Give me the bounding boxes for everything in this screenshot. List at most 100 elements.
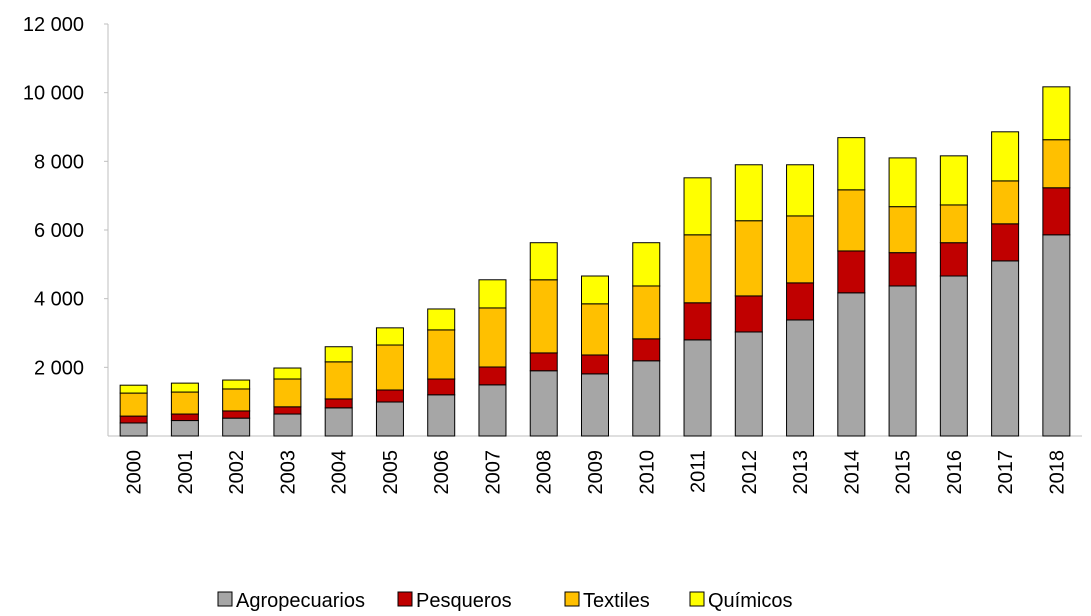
bar-segment [632,285,661,340]
x-tick-label: 2001 [175,450,197,495]
x-tick-label: 2016 [944,450,966,495]
legend-label: Pesqueros [416,590,512,611]
bar-segment [888,157,917,208]
bar-segment [683,302,712,341]
bar-segment [734,331,763,437]
bar-segment [837,250,866,294]
bar-segment [427,329,456,380]
bar-segment [632,242,661,287]
x-tick-label: 2009 [585,450,607,495]
bar-segment [324,361,353,400]
bar-segment [786,215,815,284]
y-tick-label: 6 000 [34,220,84,242]
bar-segment [222,379,251,390]
bar-segment [170,391,199,415]
bar-segment [581,303,609,356]
bar-segment [991,131,1020,182]
bar-segment [939,155,968,206]
bar-segment [529,352,558,372]
bar-segment [991,223,1020,262]
bar-segment [273,367,302,380]
bar-segment [273,413,302,437]
x-tick-label: 2017 [995,450,1017,495]
legend-label: Textiles [583,590,650,611]
legend-swatch [217,591,233,607]
bar-segment [375,344,404,391]
bar-segment [837,137,866,191]
bar-segment [1042,86,1071,141]
bar-segment [786,164,815,217]
bar-segment [478,279,507,309]
bar-segment [222,410,251,419]
x-tick-label: 2018 [1046,450,1068,495]
bar-segment [427,378,456,396]
bar-segment [170,382,199,393]
bar-segment [939,204,968,244]
x-tick-label: 2012 [739,450,761,495]
bar-segment [529,279,558,354]
bar-segment [222,417,251,437]
bar-segment [375,327,404,346]
bar-segment [939,275,968,437]
x-tick-label: 2013 [790,450,812,495]
bar-segment [683,234,712,304]
bar-segment [170,413,199,422]
x-tick-label: 2000 [124,450,146,495]
bar-segment [991,180,1020,225]
x-tick-label: 2014 [841,450,863,495]
y-tick-label: 4 000 [34,289,84,311]
bar-segment [837,189,866,252]
bar-segment [786,282,815,321]
legend-label: Agropecuarios [236,590,365,611]
bar-segment [734,220,763,297]
bar-segment [581,275,609,305]
bar-segment [170,420,199,437]
legend-swatch [689,591,705,607]
bar-segment [581,354,609,375]
bar-segment [837,292,866,437]
bar-segment [939,242,968,277]
x-tick-label: 2007 [482,450,504,495]
y-tick-label: 8 000 [34,151,84,173]
x-tick-label: 2015 [893,450,915,495]
bar-segment [119,392,148,417]
bar-segment [529,242,558,281]
bar-segment [1042,234,1071,437]
y-tick-label: 10 000 [23,83,84,105]
bar-segment [632,338,661,362]
bar-segment [427,308,456,331]
bar-segment [1042,187,1071,236]
bar-segment [888,252,917,287]
x-tick-label: 2005 [380,450,402,495]
bar-segment [888,206,917,254]
bar-segment [119,415,148,424]
bar-segment [375,389,404,403]
x-tick-label: 2006 [431,450,453,495]
bar-segment [734,164,763,222]
bar-segment [324,346,353,363]
bar-segment [734,295,763,333]
bar-segment [632,360,661,437]
bar-segment [1042,139,1071,189]
bar-segment [324,407,353,437]
bar-segment [888,285,917,437]
legend-swatch [397,591,413,607]
bar-segment [581,373,609,437]
bar-segment [273,406,302,415]
x-tick-label: 2004 [329,450,351,495]
bar-segment [273,378,302,408]
x-tick-label: 2003 [277,450,299,495]
x-tick-label: 2002 [226,450,248,495]
bar-segment [427,394,456,437]
bar-segment [991,260,1020,437]
bar-segment [222,388,251,412]
bar-segment [529,370,558,437]
bar-segment [478,366,507,386]
bar-segment [119,422,148,437]
bar-segment [119,384,148,394]
x-tick-label: 2008 [534,450,556,495]
legend-label: Químicos [708,590,792,611]
bar-segment [478,307,507,368]
x-tick-label: 2011 [688,450,710,493]
